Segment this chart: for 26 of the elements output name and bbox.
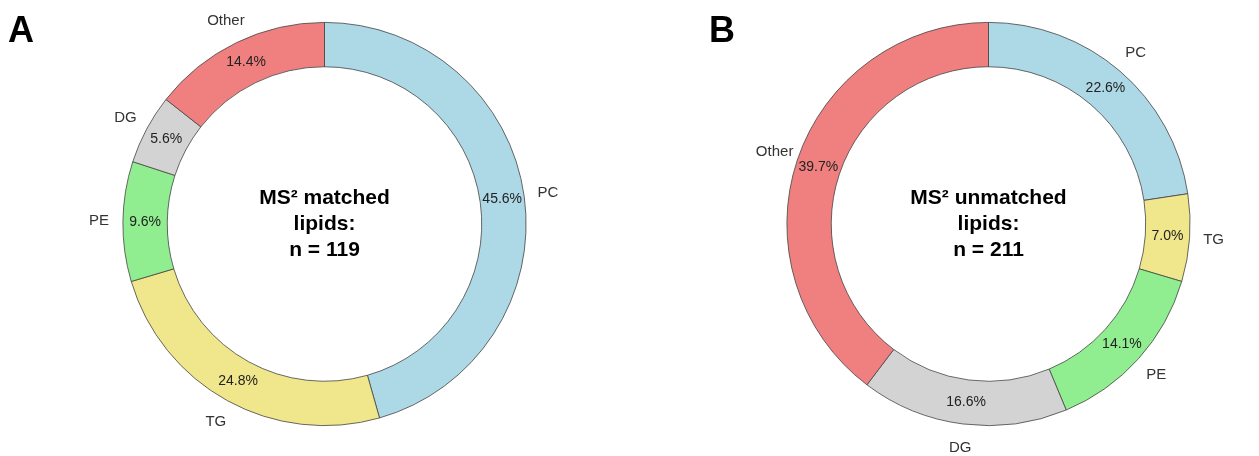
slice-label: TG (205, 411, 227, 429)
slice-label: Other (755, 142, 794, 160)
slice-label: DG (114, 107, 137, 125)
data-label: 16.6% (946, 392, 986, 409)
text: n = 211 (953, 236, 1025, 260)
text: MS² unmatched lipids: (910, 184, 1067, 234)
data-label: 7.0% (1151, 227, 1184, 244)
data-label: 22.6% (1085, 78, 1126, 95)
text: MS² matched lipids: (259, 184, 390, 234)
data-label: 24.8% (218, 372, 258, 389)
data-label: 14.1% (1102, 334, 1142, 351)
slice-label: PC (537, 183, 559, 201)
text: n = 119 (289, 236, 360, 260)
chart-title: B (709, 8, 735, 50)
data-label: 14.4% (226, 53, 266, 70)
data-label: 45.6% (482, 190, 523, 207)
slice-label: TG (1203, 229, 1224, 247)
slice-label: PE (1146, 364, 1167, 382)
slice-label: PC (1125, 43, 1147, 61)
slice-label: DG (948, 437, 972, 455)
data-label: 9.6% (129, 212, 162, 229)
slice-label: PE (88, 211, 109, 229)
data-label: 39.7% (798, 157, 839, 174)
data-label: 5.6% (150, 130, 183, 147)
chart-title: A (8, 8, 34, 50)
slice-label: Other (207, 11, 245, 29)
